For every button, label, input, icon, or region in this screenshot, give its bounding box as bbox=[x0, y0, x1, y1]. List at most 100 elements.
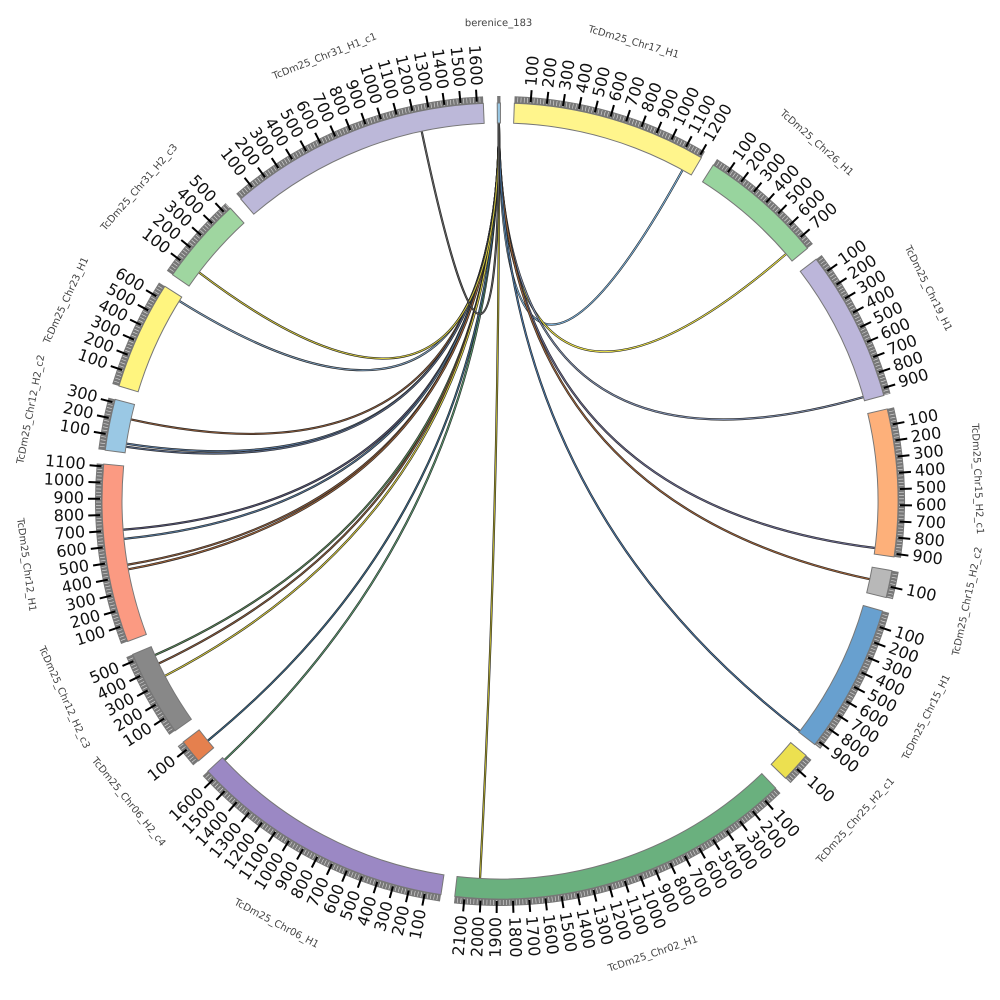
minor-tick bbox=[881, 383, 887, 386]
minor-tick bbox=[689, 851, 693, 857]
minor-tick bbox=[779, 212, 784, 217]
minor-tick bbox=[892, 573, 898, 576]
minor-tick bbox=[106, 410, 112, 413]
minor-tick bbox=[793, 226, 798, 231]
minor-tick bbox=[737, 176, 742, 181]
major-tick bbox=[376, 107, 382, 120]
minor-tick bbox=[100, 442, 106, 444]
minor-tick bbox=[345, 127, 348, 133]
tick-label: 300 bbox=[555, 58, 579, 91]
chromosome-scale-band bbox=[887, 407, 906, 558]
minor-tick bbox=[372, 879, 375, 885]
minor-tick bbox=[767, 201, 772, 206]
minor-tick bbox=[630, 877, 633, 883]
chromosome-TcDm25_Chr31_H1_c1 bbox=[240, 102, 485, 215]
minor-tick bbox=[682, 141, 686, 147]
tick-label: 500 bbox=[915, 477, 946, 497]
minor-tick bbox=[270, 168, 274, 173]
minor-tick bbox=[133, 669, 139, 673]
minor-tick bbox=[251, 815, 256, 820]
minor-tick bbox=[202, 227, 207, 232]
tick-label: 1800 bbox=[505, 916, 525, 957]
major-tick bbox=[110, 365, 123, 371]
minor-tick bbox=[189, 242, 194, 246]
minor-tick bbox=[627, 878, 630, 884]
minor-tick bbox=[660, 865, 664, 871]
minor-tick bbox=[646, 125, 650, 131]
minor-tick bbox=[369, 878, 372, 884]
major-tick bbox=[90, 546, 103, 550]
minor-tick bbox=[440, 101, 442, 107]
minor-tick bbox=[121, 359, 127, 362]
major-tick bbox=[799, 228, 811, 238]
minor-tick bbox=[580, 891, 582, 897]
major-tick bbox=[203, 778, 214, 789]
minor-tick bbox=[676, 138, 680, 144]
minor-tick bbox=[784, 217, 789, 222]
minor-tick bbox=[99, 445, 105, 448]
minor-tick bbox=[549, 100, 551, 106]
minor-tick bbox=[896, 452, 902, 454]
major-tick bbox=[866, 336, 879, 343]
minor-tick bbox=[309, 144, 313, 150]
minor-tick bbox=[693, 147, 697, 153]
minor-tick bbox=[424, 104, 426, 110]
major-tick bbox=[462, 899, 466, 912]
minor-tick bbox=[146, 305, 151, 309]
minor-tick bbox=[879, 377, 885, 380]
minor-tick bbox=[829, 725, 835, 729]
tick-label: 800 bbox=[913, 529, 945, 551]
minor-tick bbox=[114, 380, 120, 383]
chromosome-label: TcDm25_Chr19_H1 bbox=[901, 243, 953, 333]
minor-tick bbox=[856, 319, 862, 323]
link-outline bbox=[207, 122, 501, 742]
minor-tick bbox=[860, 328, 866, 331]
minor-tick bbox=[273, 166, 277, 171]
minor-tick bbox=[324, 136, 328, 142]
minor-tick bbox=[858, 674, 864, 678]
minor-tick bbox=[179, 255, 184, 259]
minor-tick bbox=[119, 635, 125, 638]
chromosome-TcDm25_Chr23_H1 bbox=[118, 285, 183, 393]
minor-tick bbox=[376, 116, 379, 122]
major-tick bbox=[845, 700, 858, 709]
minor-tick bbox=[417, 105, 420, 111]
chromosome-TcDm25_Chr31_H2_c3 bbox=[171, 207, 245, 287]
minor-tick bbox=[666, 863, 670, 869]
minor-tick bbox=[135, 325, 141, 329]
minor-tick bbox=[709, 840, 713, 845]
minor-tick bbox=[265, 171, 269, 177]
minor-tick bbox=[614, 882, 617, 888]
minor-tick bbox=[795, 229, 800, 234]
minor-tick bbox=[583, 891, 586, 897]
minor-tick bbox=[156, 288, 161, 292]
minor-tick bbox=[754, 808, 758, 813]
major-tick bbox=[725, 830, 735, 842]
minor-tick bbox=[142, 686, 148, 690]
minor-tick bbox=[733, 823, 738, 829]
minor-tick bbox=[306, 145, 310, 151]
major-tick bbox=[844, 291, 856, 300]
minor-tick bbox=[877, 629, 883, 632]
minor-tick bbox=[103, 423, 109, 425]
chromosome-TcDm25_Chr06_H2_c4 bbox=[182, 729, 215, 762]
minor-tick bbox=[148, 698, 154, 702]
minor-tick bbox=[200, 229, 205, 234]
link-ribbon bbox=[479, 123, 500, 879]
minor-tick bbox=[890, 416, 896, 419]
minor-tick bbox=[586, 890, 589, 896]
minor-tick bbox=[557, 895, 560, 901]
minor-tick bbox=[404, 108, 407, 114]
tick-label: 900 bbox=[911, 546, 944, 569]
major-tick bbox=[392, 102, 398, 115]
minor-tick bbox=[884, 392, 890, 395]
minor-tick bbox=[791, 772, 796, 777]
minor-tick bbox=[335, 865, 339, 871]
minor-tick bbox=[663, 864, 667, 870]
major-tick bbox=[777, 204, 788, 215]
minor-tick bbox=[618, 881, 621, 887]
link bbox=[207, 122, 501, 742]
